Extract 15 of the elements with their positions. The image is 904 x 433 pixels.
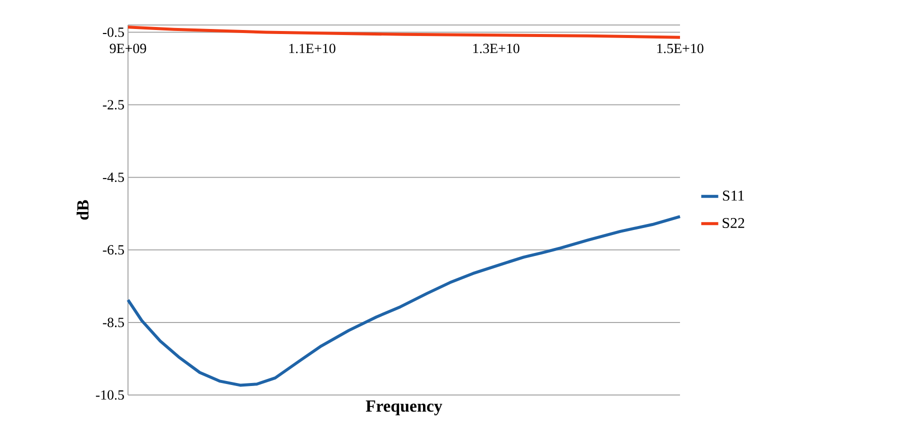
legend-label: S11 bbox=[723, 190, 744, 201]
y-tick-label: -0.5 bbox=[102, 28, 124, 37]
x-tick-label: 9E+09 bbox=[110, 44, 146, 54]
y-tick-label: -2.5 bbox=[102, 100, 124, 110]
y-tick-label: -8.5 bbox=[102, 318, 124, 328]
y-tick-label: -6.5 bbox=[102, 245, 124, 255]
x-tick-label: 1.1E+10 bbox=[289, 44, 336, 54]
y-tick-label: -4.5 bbox=[102, 172, 124, 182]
x-tick-label: 1.3E+10 bbox=[473, 44, 520, 54]
x-axis-title: Frequency bbox=[366, 400, 442, 416]
line-series bbox=[126, 215, 682, 387]
y-tick-label: -10.5 bbox=[96, 390, 124, 400]
y-axis-title: dB bbox=[76, 200, 89, 220]
legend-label: S22 bbox=[722, 218, 744, 228]
x-tick-label: 1.5E+10 bbox=[657, 44, 704, 54]
